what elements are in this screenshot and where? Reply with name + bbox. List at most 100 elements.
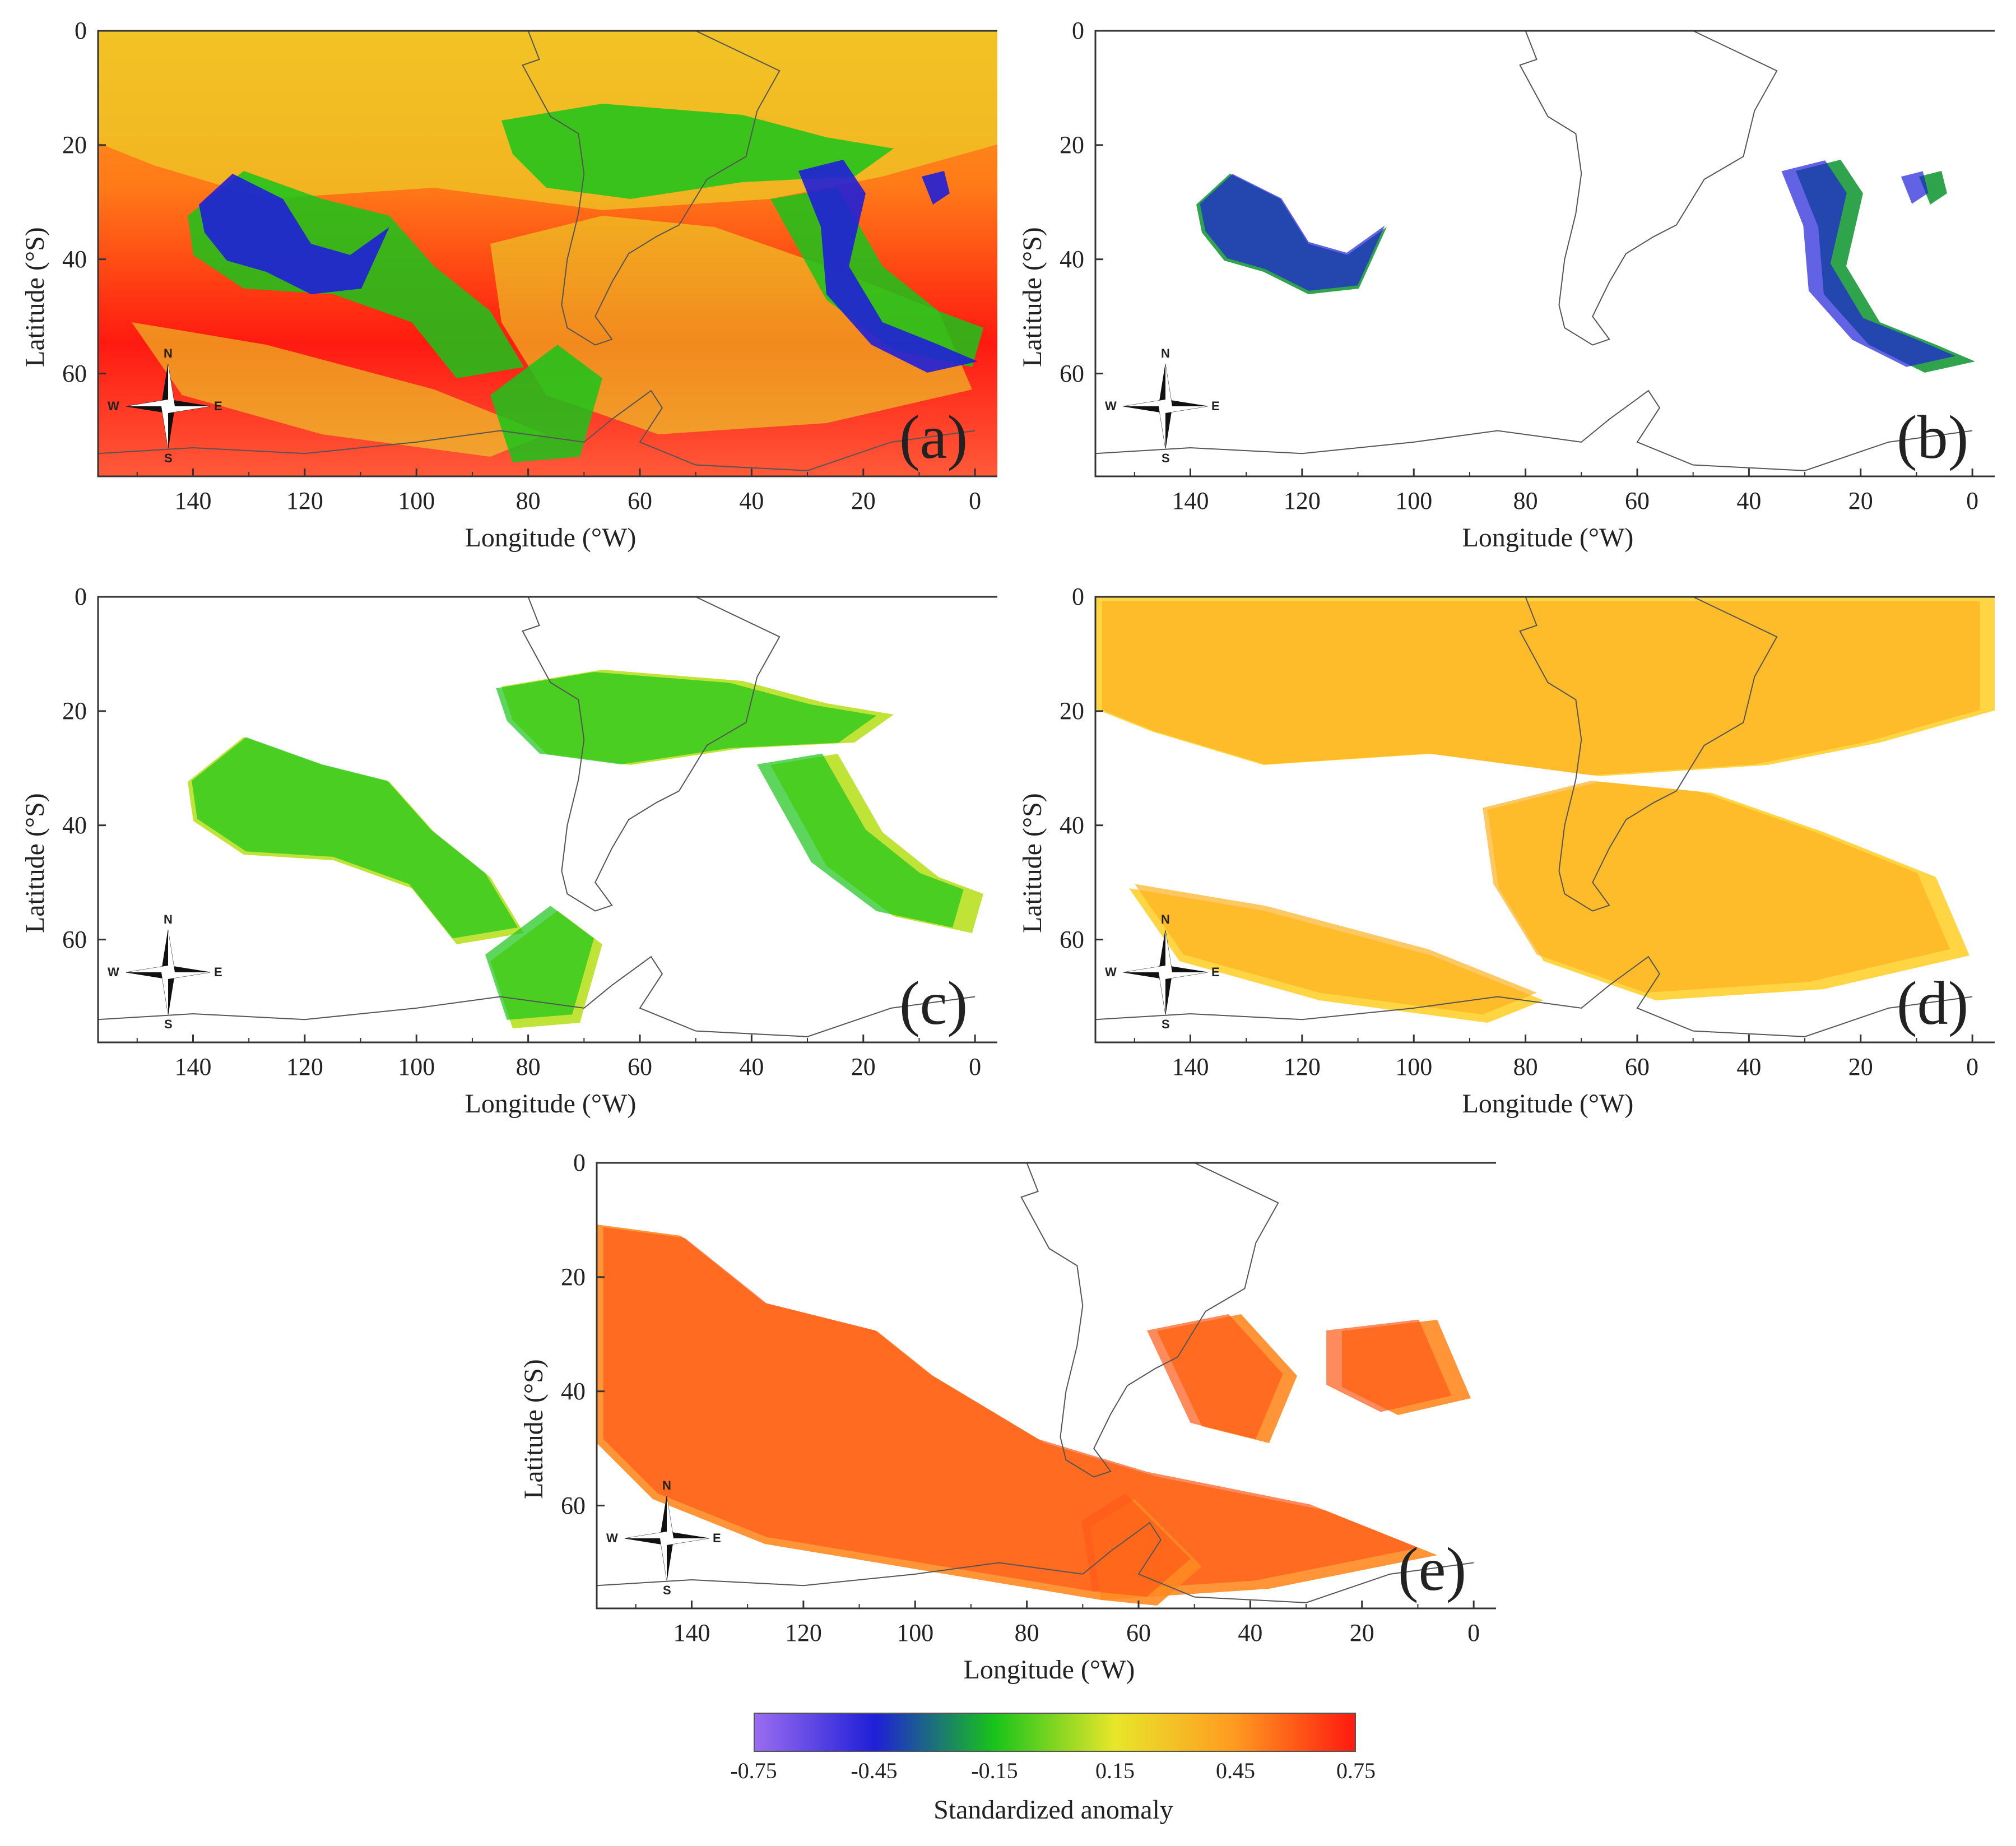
lon-tick-label: 80: [1513, 487, 1538, 514]
lon-tick-label: 60: [1126, 1619, 1151, 1646]
green-region-core: [485, 906, 594, 1020]
compass-rose-icon: [624, 1496, 709, 1581]
lon-tick-label: 60: [628, 487, 652, 514]
lon-tick-label: 80: [1513, 1053, 1538, 1080]
x-axis-label: Longitude (°W): [963, 1655, 1135, 1685]
colorbar-tick-label: 0.45: [1216, 1758, 1255, 1783]
colorbar-tick-label: -0.45: [851, 1758, 898, 1783]
lat-tick-label: 60: [1060, 359, 1084, 387]
lon-tick-label: 60: [1625, 487, 1650, 514]
compass-n: N: [1161, 912, 1170, 926]
green-region-core: [192, 737, 518, 939]
compass-n: N: [164, 346, 173, 360]
compass-e: E: [1211, 399, 1220, 413]
compass-rose-icon: [126, 930, 211, 1015]
lat-tick-label: 20: [62, 131, 87, 159]
y-axis-label: Latitude (°S): [20, 227, 50, 367]
coastline-antarctica: [1095, 389, 1973, 471]
lat-tick-label: 60: [561, 1491, 586, 1519]
y-axis-label: Latitude (°S): [1018, 793, 1047, 933]
lon-tick-label: 120: [784, 1619, 822, 1646]
panel-label: (a): [899, 403, 968, 471]
blue-region-core: [1781, 160, 1955, 367]
compass-w: W: [108, 965, 119, 979]
compass-w: W: [606, 1531, 618, 1545]
y-axis-label: Latitude (°S): [1018, 227, 1047, 367]
lon-tick-label: 120: [286, 1053, 323, 1080]
lon-tick-label: 0: [969, 1053, 982, 1080]
lat-tick-label: 40: [62, 811, 87, 839]
lon-tick-label: 120: [1283, 1053, 1321, 1080]
green-region: [501, 104, 894, 199]
lat-tick-label: 20: [1060, 697, 1084, 725]
lon-tick-label: 40: [1736, 487, 1762, 514]
lat-tick-label: 60: [1060, 925, 1084, 953]
colorbar-tick-label: 0.75: [1336, 1758, 1376, 1783]
colorbar-tick-label: -0.15: [971, 1758, 1018, 1783]
lon-tick-label: 140: [1172, 487, 1209, 514]
coastline-antarctica: [98, 389, 976, 471]
lon-tick-label: 140: [174, 1053, 212, 1080]
panel-label: (c): [899, 969, 968, 1037]
lon-tick-label: 20: [1848, 487, 1873, 514]
panel-label: (e): [1398, 1535, 1467, 1603]
coastline-south-america: [522, 31, 781, 346]
plot-frame: [596, 1162, 1496, 1610]
panel-e: 0 20 40 60 140 120 100 80 60 40 20 0 Longitude (°W) L…: [499, 1132, 1496, 1692]
compass-s: S: [164, 1017, 173, 1031]
map-plot-b: [1094, 30, 1995, 477]
lon-tick-label: 60: [628, 1053, 652, 1080]
lat-tick-label: 20: [561, 1263, 586, 1291]
x-axis-label: Longitude (°W): [1462, 1089, 1634, 1119]
compass-rose-icon: [1123, 930, 1208, 1015]
lon-tick-label: 80: [515, 487, 541, 514]
compass-w: W: [1105, 965, 1117, 979]
y-axis-label: Latitude (°S): [20, 793, 50, 933]
lat-tick-label: 0: [75, 17, 87, 44]
coastline-antarctica: [1095, 956, 1973, 1037]
lon-tick-label: 100: [1395, 1053, 1433, 1080]
x-axis-label: Longitude (°W): [464, 1089, 637, 1119]
lon-tick-label: 120: [1283, 487, 1321, 514]
compass-e: E: [713, 1531, 721, 1545]
compass-n: N: [164, 912, 173, 926]
plot-frame: [97, 596, 997, 1043]
lat-tick-label: 40: [1060, 245, 1084, 273]
lat-tick-label: 60: [62, 359, 87, 387]
red-region-core: [1326, 1319, 1452, 1412]
plot-frame: [1094, 596, 1995, 1043]
lon-tick-label: 120: [286, 487, 323, 514]
x-axis-label: Longitude (°W): [1462, 523, 1634, 553]
yellow-region: [132, 322, 546, 457]
panel-d: 0 20 40 60 140 120 100 80 60 40 20 0 Longitude (°W) L…: [997, 566, 1995, 1126]
lon-tick-label: 100: [1395, 487, 1433, 514]
red-region-core: [603, 1227, 1419, 1592]
blue-region: [922, 171, 950, 205]
colorbar: [754, 1713, 1356, 1752]
panel-label: (d): [1897, 969, 1969, 1037]
map-plot-d: [1094, 596, 1995, 1043]
lon-tick-label: 40: [1736, 1053, 1762, 1080]
lon-tick-label: 140: [673, 1619, 710, 1646]
compass-e: E: [214, 399, 222, 413]
coastline-antarctica: [98, 956, 976, 1037]
lon-tick-label: 0: [1467, 1619, 1480, 1646]
compass-s: S: [164, 451, 173, 465]
compass-s: S: [1162, 451, 1170, 465]
coastline-south-america: [1020, 1163, 1279, 1478]
panel-b: 0 20 40 60 140 120 100 80 60 40 20 0 Longitude (°W) L…: [997, 0, 1995, 560]
blue-region: [199, 174, 389, 294]
y-axis-label: Latitude (°S): [519, 1359, 549, 1499]
lon-tick-label: 80: [1014, 1619, 1039, 1646]
green-region-core: [757, 753, 964, 927]
yellow-region: [490, 216, 972, 434]
compass-rose-icon: [1123, 364, 1208, 449]
lon-tick-label: 80: [515, 1053, 541, 1080]
map-plot-a: [97, 30, 997, 477]
lat-tick-label: 40: [62, 245, 87, 273]
lon-tick-label: 0: [1966, 1053, 1979, 1080]
lat-tick-label: 40: [561, 1377, 586, 1405]
colorbar-tick-label: 0.15: [1095, 1758, 1135, 1783]
lat-tick-label: 0: [1072, 583, 1084, 610]
lon-tick-label: 0: [1966, 487, 1979, 514]
